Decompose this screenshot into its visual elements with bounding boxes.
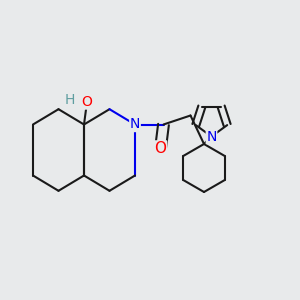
Text: O: O — [154, 141, 166, 156]
Text: N: N — [206, 130, 217, 143]
Text: H: H — [64, 93, 75, 106]
Text: O: O — [82, 95, 92, 109]
Text: N: N — [130, 118, 140, 131]
